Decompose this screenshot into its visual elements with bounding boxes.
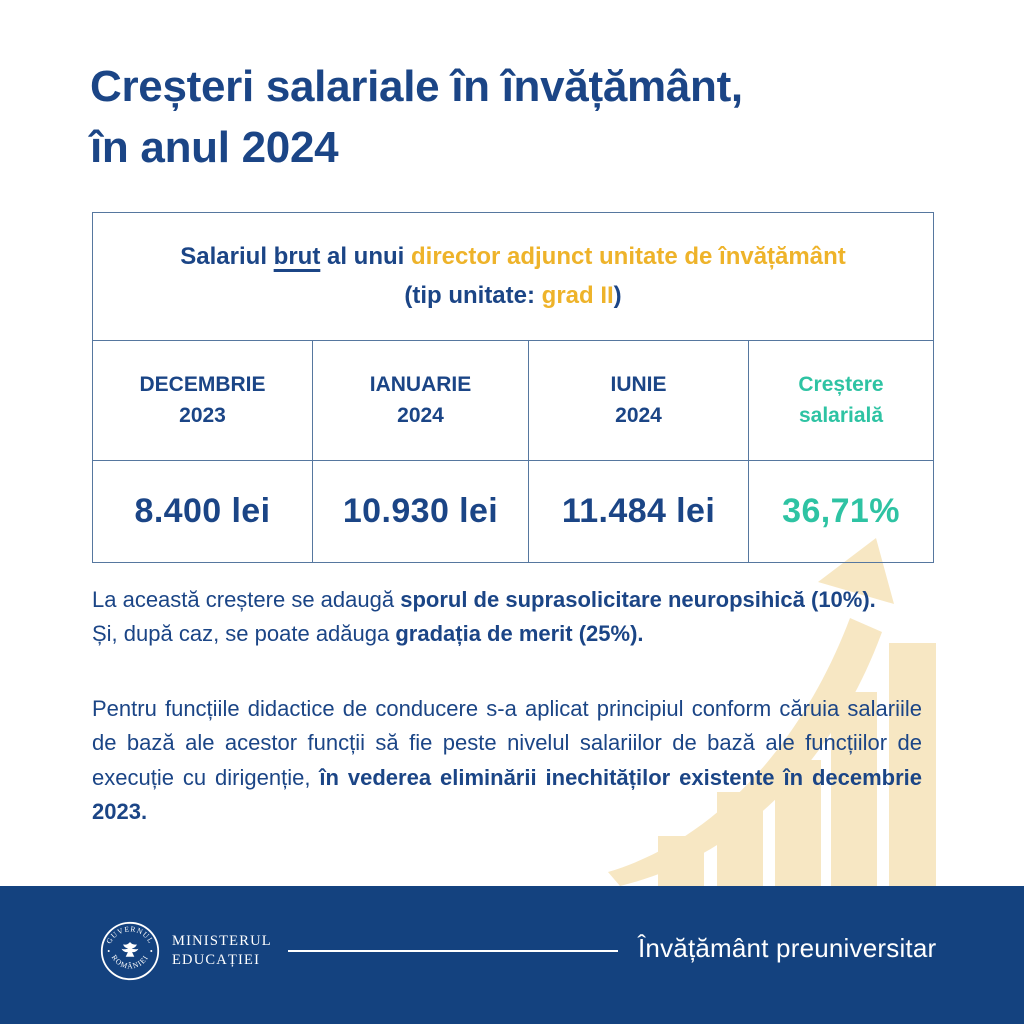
value-ianuarie-2024: 10.930 lei	[312, 460, 529, 563]
caption-text-2: al unui	[320, 242, 411, 270]
footer-divider	[288, 950, 618, 952]
title-line-2: în anul 2024	[90, 122, 339, 172]
column-header-iunie-2024: IUNIE 2024	[528, 340, 749, 461]
caption-underlined-word: brut	[273, 242, 321, 270]
note-bonuses-line-1: La această creștere se adaugă sporul de …	[92, 583, 922, 617]
note-principle: Pentru funcțiile didactice de conducere …	[92, 692, 922, 829]
caption-highlight-grade: grad II	[541, 281, 614, 309]
table-header-row: DECEMBRIE 2023 IANUARIE 2024 IUNIE 2024 …	[92, 340, 935, 461]
note-text: La această creștere se adaugă	[92, 587, 401, 612]
column-header-crestere-salariala: Creștere salarială	[747, 340, 935, 461]
arrow-shaft	[608, 618, 882, 886]
column-header-ianuarie-2024: IANUARIE 2024	[312, 340, 529, 461]
ministry-name-line-2: EDUCAȚIEI	[172, 952, 261, 969]
growth-chart-decoration	[608, 538, 936, 886]
caption-line-2: (tip unitate: grad II)	[99, 277, 927, 316]
value-crestere-salariala: 36,71%	[747, 460, 935, 563]
caption-text-4: )	[613, 281, 622, 309]
caption-highlight: director adjunct unitate de învățământ	[410, 242, 846, 270]
decor-bar	[889, 643, 936, 886]
note-bonuses: La această creștere se adaugă sporul de …	[92, 583, 922, 652]
column-header-line: 2024	[397, 403, 444, 427]
note-bold-text: gradația de merit (25%).	[395, 621, 644, 647]
value-iunie-2024: 11.484 lei	[528, 460, 749, 563]
note-bold-text: sporul de suprasolicitare neuropsihică (…	[400, 587, 876, 612]
column-header-line: DECEMBRIE	[139, 373, 266, 397]
eagle-emblem-icon	[121, 942, 139, 957]
caption-text-1: Salariul	[180, 242, 274, 270]
column-header-line: salarială	[798, 403, 884, 427]
seal-dot	[150, 950, 153, 952]
table-value-row: 8.400 lei 10.930 lei 11.484 lei 36,71%	[92, 460, 935, 563]
salary-table: Salariul brut al unui director adjunct u…	[91, 212, 935, 563]
ministry-name-line-1: MINISTERUL	[172, 933, 272, 949]
title-line-1: Creșteri salariale în învățământ,	[90, 62, 743, 111]
column-header-line: Creștere	[798, 373, 884, 397]
note-bold-text: în vederea eliminării inechităților exis…	[92, 764, 923, 824]
note-bonuses-line-2: Și, după caz, se poate adăuga gradația d…	[92, 617, 922, 651]
column-header-line: 2024	[615, 403, 662, 427]
footer-bar: GUVERNUL ROMÂNIEI MINISTERUL EDUCAȚIEI Î…	[0, 886, 1024, 1024]
seal-dot	[107, 950, 110, 952]
decor-bar	[831, 692, 877, 886]
column-header-decembrie-2023: DECEMBRIE 2023	[92, 340, 313, 461]
column-header-line: IUNIE	[610, 373, 667, 397]
footer-program-name: Învățământ preuniversitar	[638, 933, 937, 963]
value-decembrie-2023: 8.400 lei	[92, 460, 313, 563]
note-text: Și, după caz, se poate adăuga	[92, 621, 396, 647]
government-seal-logo: GUVERNUL ROMÂNIEI	[100, 921, 160, 981]
column-header-line: IANUARIE	[369, 373, 472, 397]
caption-line-1: Salariul brut al unui director adjunct u…	[99, 238, 927, 277]
seal-ring	[100, 921, 160, 981]
note-text: Pentru funcțiile didactice de conducere …	[92, 696, 922, 790]
table-caption-row: Salariul brut al unui director adjunct u…	[91, 212, 935, 341]
table-caption: Salariul brut al unui director adjunct u…	[91, 212, 935, 341]
page-title: Creșteri salariale în învățământ, în anu…	[90, 57, 743, 178]
column-header-line: 2023	[179, 403, 226, 427]
caption-text-3: (tip unitate:	[404, 281, 542, 309]
ministry-name: MINISTERUL EDUCAȚIEI	[172, 932, 272, 970]
